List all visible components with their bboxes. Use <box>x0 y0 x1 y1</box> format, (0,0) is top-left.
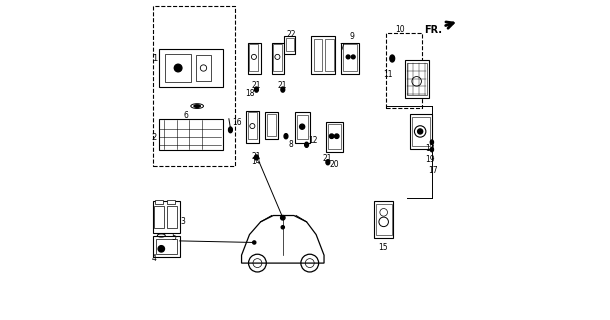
Text: 7: 7 <box>339 43 344 52</box>
Text: 4: 4 <box>152 254 157 263</box>
Bar <box>246 111 259 142</box>
Bar <box>265 112 278 140</box>
Bar <box>248 112 257 140</box>
Bar <box>159 119 223 150</box>
Text: 3: 3 <box>181 217 185 226</box>
Bar <box>297 115 307 140</box>
Text: 9: 9 <box>350 32 354 41</box>
Circle shape <box>346 55 350 59</box>
Text: 19: 19 <box>426 155 435 164</box>
Text: 12: 12 <box>308 136 318 146</box>
Circle shape <box>174 64 182 72</box>
Bar <box>152 201 180 233</box>
Circle shape <box>329 134 334 139</box>
Bar <box>410 114 432 149</box>
Text: 2: 2 <box>152 133 157 142</box>
Text: 8: 8 <box>289 140 293 148</box>
Text: 16: 16 <box>232 118 242 127</box>
Ellipse shape <box>304 142 309 147</box>
Ellipse shape <box>326 160 330 165</box>
Text: 5: 5 <box>171 233 176 242</box>
Bar <box>314 39 323 70</box>
Ellipse shape <box>390 55 395 62</box>
Text: 22: 22 <box>287 30 296 39</box>
Bar <box>412 117 429 146</box>
Bar <box>154 206 164 228</box>
Text: 18: 18 <box>246 89 255 98</box>
Bar <box>406 63 427 95</box>
Bar <box>326 122 343 152</box>
Text: 11: 11 <box>382 70 392 79</box>
Bar <box>295 112 310 142</box>
Bar <box>267 114 276 136</box>
Circle shape <box>158 246 165 252</box>
Circle shape <box>300 124 304 129</box>
Bar <box>376 204 392 235</box>
Text: 14: 14 <box>251 157 260 166</box>
Bar <box>273 44 282 71</box>
Text: 6: 6 <box>184 111 188 120</box>
Bar <box>152 236 180 257</box>
Text: 15: 15 <box>378 243 387 252</box>
Ellipse shape <box>281 87 285 92</box>
Bar <box>386 33 422 108</box>
Bar <box>311 36 335 74</box>
Bar <box>284 36 295 54</box>
Bar <box>249 44 259 71</box>
Bar <box>342 43 359 74</box>
Bar <box>167 200 175 204</box>
Ellipse shape <box>284 134 288 139</box>
Bar <box>374 201 393 238</box>
Text: 21: 21 <box>277 81 287 90</box>
Text: 13: 13 <box>426 144 435 153</box>
Ellipse shape <box>194 105 200 107</box>
Text: 1: 1 <box>152 54 157 63</box>
Bar <box>405 60 429 98</box>
Text: 10: 10 <box>395 25 405 35</box>
Bar <box>248 43 260 74</box>
Text: 20: 20 <box>329 160 339 169</box>
Text: 21: 21 <box>252 152 261 161</box>
Bar <box>196 55 212 81</box>
Circle shape <box>418 129 423 134</box>
Ellipse shape <box>229 127 232 133</box>
Ellipse shape <box>430 140 434 144</box>
Ellipse shape <box>254 155 259 160</box>
Circle shape <box>351 55 355 59</box>
Bar <box>271 43 284 74</box>
Bar <box>343 44 357 71</box>
Text: 21: 21 <box>322 154 332 163</box>
Circle shape <box>253 241 256 244</box>
Bar <box>155 200 163 204</box>
Text: 17: 17 <box>429 166 439 175</box>
Text: 21: 21 <box>252 81 261 90</box>
Bar <box>159 49 223 87</box>
Bar <box>286 38 294 51</box>
Bar <box>156 239 176 253</box>
Bar <box>328 124 340 149</box>
Ellipse shape <box>254 87 259 92</box>
Circle shape <box>281 226 284 229</box>
Ellipse shape <box>430 147 434 152</box>
Bar <box>325 39 334 70</box>
Bar <box>167 206 176 228</box>
Bar <box>165 54 191 82</box>
Circle shape <box>281 215 285 220</box>
Bar <box>152 6 235 166</box>
Text: FR.: FR. <box>425 25 442 35</box>
Circle shape <box>334 134 339 139</box>
